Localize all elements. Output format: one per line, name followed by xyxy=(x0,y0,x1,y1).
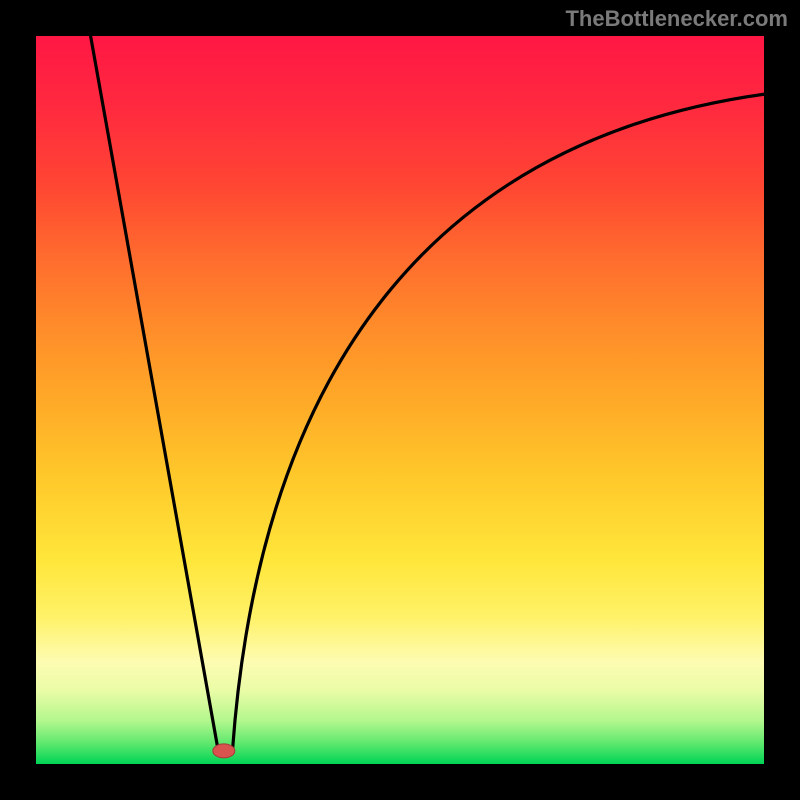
minimum-marker xyxy=(213,744,235,758)
chart-svg xyxy=(0,0,800,800)
plot-background xyxy=(36,36,764,764)
watermark-text: TheBottlenecker.com xyxy=(565,6,788,32)
chart-canvas: TheBottlenecker.com xyxy=(0,0,800,800)
